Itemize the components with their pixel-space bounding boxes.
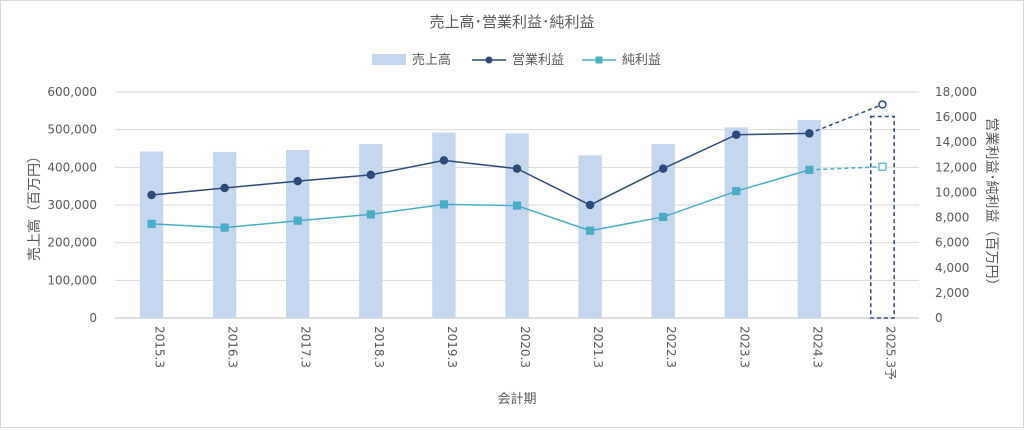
x-tick-label: 2020.3	[518, 326, 532, 368]
bar-sales	[139, 151, 164, 318]
legend-label-net: 純利益	[622, 53, 661, 68]
point-operating	[439, 156, 449, 165]
bar-sales	[578, 155, 602, 318]
y2-tick-label: 4,000	[935, 261, 969, 275]
bar-sales	[359, 143, 383, 318]
point-operating	[512, 164, 522, 173]
y-tick-label: 400,000	[47, 160, 97, 174]
y-tick-label: 500,000	[47, 123, 97, 137]
point-net	[805, 165, 814, 174]
series-lines	[147, 100, 887, 235]
x-tick-label: 2025.3予	[883, 326, 897, 380]
legend-marker-net	[595, 56, 603, 64]
x-axis-ticks: 2015.3 2016.3 2017.3 2018.3 2019.3 2020.3 2021…	[153, 326, 898, 380]
x-axis-label: 会計期	[497, 391, 536, 407]
x-tick-label: 2022.3	[664, 326, 678, 368]
bar-sales	[432, 132, 456, 318]
bar-sales	[505, 133, 529, 318]
point-operating	[147, 190, 156, 200]
y2-tick-label: 6,000	[935, 236, 969, 250]
legend-label-sales: 売上高	[412, 52, 451, 68]
bar-sales	[797, 119, 822, 318]
y2-tick-label: 12,000	[935, 160, 977, 174]
x-tick-label: 2016.3	[226, 326, 240, 368]
legend-swatch-sales	[372, 54, 406, 65]
y2-tick-label: 2,000	[935, 286, 969, 300]
line-net	[151, 169, 810, 232]
line-forecast	[809, 103, 883, 135]
point-operating	[658, 164, 668, 173]
x-tick-label: 2024.3	[810, 326, 824, 368]
y-axis-label-left: 売上高（百万円）	[26, 149, 43, 261]
chart-title: 売上高･営業利益･純利益	[429, 13, 594, 31]
point-net	[147, 219, 156, 228]
line-operating	[151, 132, 810, 206]
point-operating	[805, 129, 814, 138]
x-tick-label: 2023.3	[737, 326, 751, 368]
y2-tick-label: 8,000	[935, 211, 969, 225]
x-tick-label: 2017.3	[299, 326, 313, 368]
point-operating	[732, 130, 741, 139]
bar-sales	[724, 127, 748, 318]
point-net	[512, 201, 522, 210]
bar-sales	[651, 143, 675, 318]
point-net	[878, 162, 887, 171]
bars-sales	[139, 119, 822, 318]
y-axis-label-right: 営業利益･純利益（百万円）	[983, 118, 999, 293]
legend: 売上高 営業利益 純利益	[372, 52, 661, 68]
y2-tick-label: 16,000	[935, 110, 977, 124]
point-net	[220, 223, 229, 232]
point-net	[293, 216, 302, 225]
y-axis-left-ticks: 0 100,000 200,000 300,000 400,000 500,000 600,…	[47, 85, 97, 325]
point-operating	[293, 176, 302, 186]
point-operating	[878, 100, 887, 109]
line-forecast	[809, 165, 883, 171]
point-net	[732, 187, 741, 196]
bar-sales	[286, 150, 310, 318]
point-net	[659, 212, 668, 222]
point-net	[439, 200, 449, 209]
y-tick-label: 0	[89, 311, 97, 325]
y2-tick-label: 18,000	[935, 85, 977, 99]
y-axis-right-ticks: 0 2,000 4,000 6,000 8,000 10,000 12,000 14,000 1…	[935, 85, 977, 325]
y2-tick-label: 0	[935, 311, 943, 325]
x-tick-label: 2021.3	[591, 326, 605, 368]
legend-marker-operating	[485, 56, 493, 64]
point-operating	[366, 170, 376, 180]
x-tick-label: 2015.3	[153, 326, 167, 368]
x-tick-label: 2018.3	[372, 326, 386, 368]
point-operating	[585, 200, 595, 210]
y-tick-label: 300,000	[47, 198, 97, 212]
point-net	[585, 226, 595, 235]
x-tick-label: 2019.3	[445, 326, 459, 368]
bar-sales	[212, 151, 237, 318]
y-tick-label: 100,000	[47, 273, 97, 287]
forecast-box	[870, 115, 895, 319]
forecast-bar-outline	[870, 115, 895, 319]
y-tick-label: 600,000	[47, 85, 97, 99]
y-tick-label: 200,000	[47, 236, 97, 250]
legend-label-operating: 営業利益	[512, 52, 564, 68]
y2-tick-label: 10,000	[935, 185, 977, 199]
point-net	[366, 210, 375, 219]
y2-tick-label: 14,000	[935, 135, 977, 149]
point-operating	[220, 183, 229, 193]
